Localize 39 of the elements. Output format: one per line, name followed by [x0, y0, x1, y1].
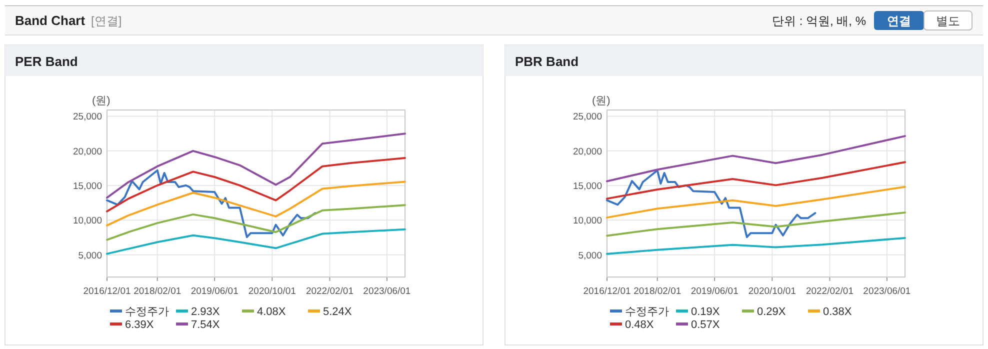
chart-title: PER Band — [15, 54, 78, 69]
x-tick-label: 2020/10/01 — [248, 286, 296, 297]
y-tick-label: 20,000 — [572, 146, 602, 158]
legend-label: 5.24X — [323, 306, 352, 318]
header: Band Chart [연결] 단위 : 억원, 배, % 연결 별도 — [4, 6, 984, 36]
y-tick-label: 15,000 — [72, 181, 102, 192]
x-tick-label: 2023/06/01 — [363, 286, 411, 297]
legend-label: 2.93X — [191, 306, 220, 318]
y-tick-label: 25,000 — [72, 112, 102, 123]
x-tick-label: 2019/06/01 — [690, 286, 738, 297]
legend-label: 0.19X — [691, 306, 720, 318]
y-tick-label: 5,000 — [578, 250, 602, 262]
legend-label: 수정주가 — [625, 306, 669, 318]
legend-label: 0.38X — [823, 306, 852, 318]
x-tick-label: 2018/02/01 — [634, 286, 682, 297]
x-tick-label: 2023/06/01 — [863, 286, 911, 297]
legend-label: 0.48X — [625, 319, 654, 331]
x-tick-label: 2016/12/01 — [83, 286, 131, 297]
y-axis-title: (원) — [592, 95, 610, 107]
x-tick-label: 2019/06/01 — [190, 286, 238, 297]
legend-label: 0.29X — [757, 306, 786, 318]
y-axis-title: (원) — [92, 95, 110, 107]
legend-label: 4.08X — [257, 306, 286, 318]
x-tick-label: 2022/02/01 — [306, 286, 354, 297]
legend-label: 7.54X — [191, 319, 220, 331]
y-tick-label: 25,000 — [572, 112, 602, 123]
y-tick-label: 15,000 — [572, 181, 602, 192]
y-tick-label: 20,000 — [72, 146, 102, 158]
x-tick-label: 2022/02/01 — [806, 286, 854, 297]
x-tick-label: 2018/02/01 — [134, 286, 182, 297]
y-tick-label: 5,000 — [78, 250, 102, 262]
y-tick-label: 10,000 — [72, 216, 102, 227]
x-tick-label: 2016/12/01 — [583, 286, 631, 297]
y-tick-label: 10,000 — [572, 216, 602, 227]
chart-title: PBR Band — [515, 54, 579, 69]
x-tick-label: 2020/10/01 — [748, 286, 796, 297]
legend-label: 6.39X — [125, 319, 154, 331]
legend-label: 0.57X — [691, 319, 720, 331]
legend-label: 수정주가 — [125, 306, 169, 318]
